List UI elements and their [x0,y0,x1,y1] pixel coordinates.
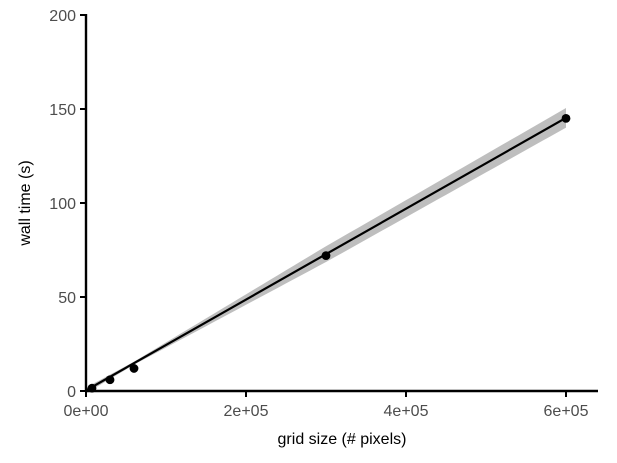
data-point [321,251,331,261]
plot-area [85,108,571,394]
data-point [561,114,571,123]
x-tick-label: 0e+00 [64,403,109,420]
axes: 0 50 100 150 200 0e+00 2e+05 4e+05 6e+05 [49,8,598,420]
x-tick-label: 6e+05 [544,403,589,420]
x-tick-label: 2e+05 [224,403,269,420]
y-tick-label: 150 [49,102,76,119]
data-point [129,364,139,373]
x-tick-label: 4e+05 [384,403,429,420]
x-axis-title: grid size (# pixels) [278,431,407,448]
y-tick-label: 100 [49,196,76,213]
y-axis-title: wall time (s) [17,160,34,246]
y-tick-label: 0 [67,384,76,401]
y-tick-label: 200 [49,8,76,25]
data-point [105,375,115,385]
y-tick-label: 50 [58,290,76,307]
